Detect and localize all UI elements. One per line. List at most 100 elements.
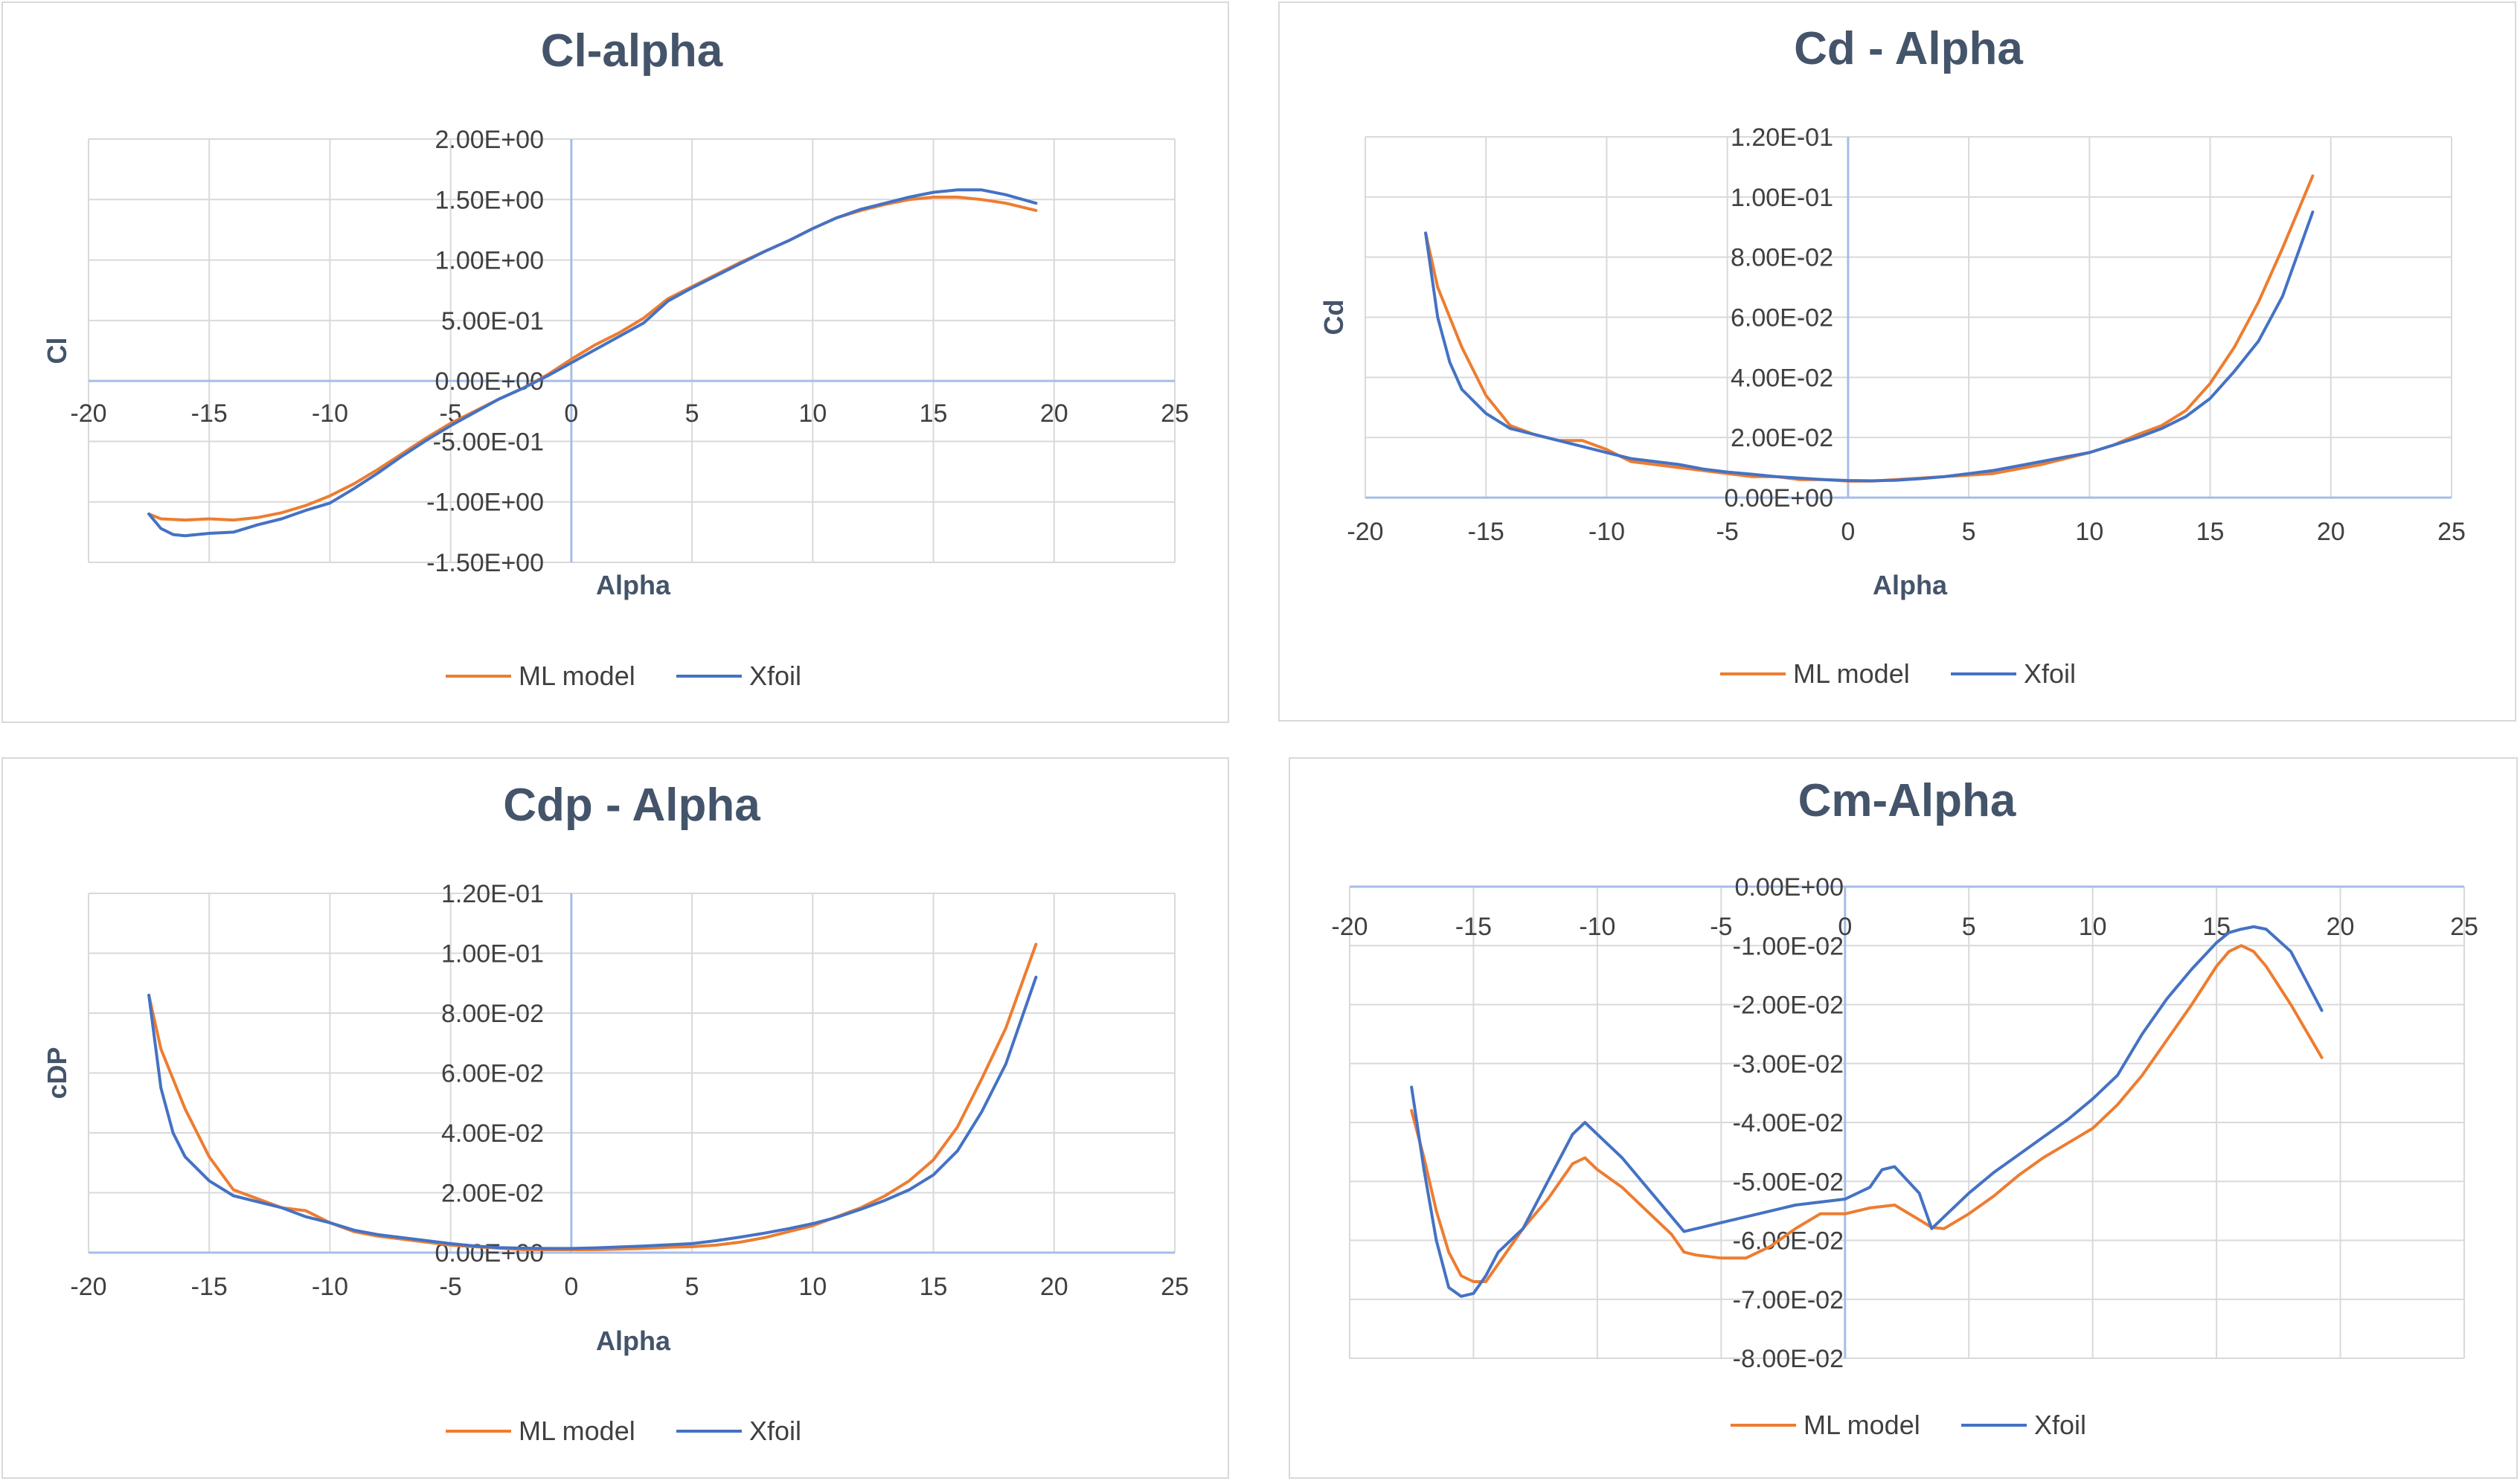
x-tick-label: -10 <box>1579 913 1615 941</box>
y-tick-label: 1.20E-01 <box>441 880 544 908</box>
series-line-ml-model <box>147 942 1038 1251</box>
x-tick-label: 0 <box>564 399 578 428</box>
series-line-ml-model <box>1410 944 2324 1283</box>
legend-label-xfoil: Xfoil <box>2024 658 2076 689</box>
x-tick-label: -5 <box>1710 913 1732 941</box>
x-tick-label: -15 <box>191 399 228 428</box>
x-tick-label: 25 <box>1161 1273 1189 1301</box>
x-tick-label: -5 <box>1716 518 1739 546</box>
y-tick-label: 0.00E+00 <box>435 367 544 396</box>
y-tick-label: 5.00E-01 <box>441 307 544 335</box>
series-line-xfoil <box>147 188 1038 538</box>
y-tick-label: -5.00E-01 <box>433 428 544 456</box>
x-axis-title: Alpha <box>596 570 671 600</box>
y-tick-label: 2.00E+00 <box>435 126 544 154</box>
y-tick-label: 1.00E-01 <box>441 940 544 968</box>
y-tick-label: 4.00E-02 <box>441 1119 544 1148</box>
y-tick-label: -3.00E-02 <box>1733 1050 1844 1079</box>
chart-title: Cd - Alpha <box>1794 23 2023 74</box>
y-tick-label: -5.00E-02 <box>1733 1168 1844 1196</box>
y-tick-label: 1.20E-01 <box>1731 123 1833 152</box>
y-tick-label: 1.00E-01 <box>1731 184 1833 212</box>
x-tick-label: 20 <box>2317 518 2345 546</box>
x-tick-label: 10 <box>798 399 827 428</box>
x-axis-title: Alpha <box>596 1326 671 1356</box>
y-tick-label: 0.00E+00 <box>1724 484 1833 513</box>
x-tick-label: -20 <box>70 1273 106 1301</box>
y-tick-label: -6.00E-02 <box>1733 1227 1844 1256</box>
x-tick-label: 20 <box>1040 1273 1068 1301</box>
y-tick-label: 1.50E+00 <box>435 186 544 214</box>
y-tick-label: -1.50E+00 <box>426 549 544 577</box>
legend-label-ml-model: ML model <box>519 661 635 691</box>
x-tick-label: -15 <box>1468 518 1504 546</box>
legend-label-xfoil: Xfoil <box>2034 1410 2086 1440</box>
chart-title: Cl-alpha <box>541 25 723 77</box>
x-tick-label: 5 <box>1962 913 1976 941</box>
x-tick-label: -20 <box>70 399 106 428</box>
y-axis-title: cDP <box>42 1047 72 1099</box>
x-tick-label: 10 <box>798 1273 827 1301</box>
y-tick-label: 2.00E-02 <box>1731 424 1833 452</box>
x-tick-label: 0 <box>1841 518 1855 546</box>
series-line-xfoil <box>1410 925 2324 1298</box>
legend-label-ml-model: ML model <box>519 1416 635 1446</box>
x-tick-label: -10 <box>1588 518 1625 546</box>
x-tick-label: 0 <box>1838 913 1852 941</box>
x-tick-label: 25 <box>1161 399 1189 428</box>
x-tick-label: 25 <box>2437 518 2466 546</box>
y-tick-label: -1.00E+00 <box>426 489 544 517</box>
y-tick-label: -2.00E-02 <box>1733 992 1844 1020</box>
y-tick-label: 2.00E-02 <box>441 1180 544 1208</box>
y-tick-label: 0.00E+00 <box>1734 873 1844 902</box>
x-tick-label: 5 <box>685 1273 699 1301</box>
x-tick-label: -15 <box>191 1273 228 1301</box>
series-line-ml-model <box>147 196 1038 522</box>
legend-label-xfoil: Xfoil <box>749 661 801 691</box>
y-tick-label: -8.00E-02 <box>1733 1345 1844 1373</box>
x-tick-label: -10 <box>312 399 348 428</box>
x-tick-label: 15 <box>2196 518 2225 546</box>
chart-title: Cdp - Alpha <box>503 780 760 831</box>
x-axis-title: Alpha <box>1873 570 1948 600</box>
x-tick-label: 25 <box>2450 913 2478 941</box>
x-tick-label: 10 <box>2079 913 2107 941</box>
chart-cdp-svg: Cdp - Alpha-20 -15 -10 -5 0 5 10 15 20 250.00E+00… <box>42 780 1189 1446</box>
x-tick-label: 5 <box>1962 518 1976 546</box>
chart-cl-svg: Cl-alpha-20 -15 -10 -5 0 5 10 15 20 25-1.50E+00-1… <box>42 25 1189 691</box>
series-line-xfoil <box>147 975 1038 1250</box>
y-axis-title: Cl <box>42 338 72 364</box>
chart-cd-svg: Cd - Alpha -20 -15 -10 -5 0 5 10 15 20 25 0.00E+00 2… <box>1318 23 2466 689</box>
legend-label-ml-model: ML model <box>1804 1410 1920 1440</box>
x-tick-label: -10 <box>312 1273 348 1301</box>
series-line-ml-model <box>1424 174 2315 483</box>
x-tick-label: -5 <box>440 1273 462 1301</box>
chart-title: Cm-Alpha <box>1798 775 2016 826</box>
x-tick-label: 10 <box>2075 518 2103 546</box>
chart-panel-cd: Cd - Alpha -20 -15 -10 -5 0 5 10 15 20 25 0.00E+00 2… <box>1278 1 2516 722</box>
y-axis-title: Cd <box>1318 300 1349 335</box>
x-tick-label: 5 <box>685 399 699 428</box>
x-tick-label: -15 <box>1455 913 1492 941</box>
chart-panel-cl: Cl-alpha -20 -15 -10 -5 0 5 10 15 20 25 -1.50E+00 -1… <box>1 1 1229 723</box>
x-tick-label: 20 <box>2327 913 2355 941</box>
legend-label-xfoil: Xfoil <box>749 1416 801 1446</box>
y-tick-label: 6.00E-02 <box>1731 304 1833 332</box>
y-tick-label: -4.00E-02 <box>1733 1109 1844 1137</box>
chart-cm-svg: Cm-Alpha -20 -15 -10 -5 0 5 10 15 20 25 -8.00E-02 -7… <box>1331 775 2478 1440</box>
y-tick-label: 6.00E-02 <box>441 1060 544 1088</box>
chart-panel-cdp: Cdp - Alpha -20 -15 -10 -5 0 5 10 15 20 25 0.00E+00… <box>1 757 1229 1479</box>
x-tick-label: -20 <box>1347 518 1383 546</box>
x-tick-label: 15 <box>920 1273 948 1301</box>
x-tick-label: -20 <box>1331 913 1368 941</box>
y-tick-label: 8.00E-02 <box>441 1000 544 1028</box>
x-tick-label: 20 <box>1040 399 1068 428</box>
x-tick-label: 15 <box>920 399 948 428</box>
x-tick-label: 0 <box>564 1273 578 1301</box>
y-tick-label: 1.00E+00 <box>435 247 544 275</box>
y-tick-label: 8.00E-02 <box>1731 244 1833 272</box>
x-tick-label: 15 <box>2202 913 2231 941</box>
y-tick-label: -7.00E-02 <box>1733 1286 1844 1314</box>
legend-label-ml-model: ML model <box>1793 658 1910 689</box>
y-tick-label: 4.00E-02 <box>1731 364 1833 392</box>
